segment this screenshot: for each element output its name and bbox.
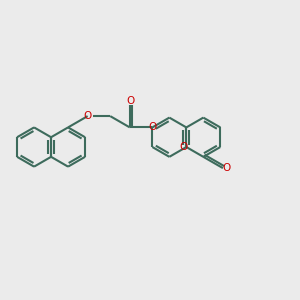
Text: O: O xyxy=(148,122,157,132)
Text: O: O xyxy=(83,111,92,121)
Text: O: O xyxy=(180,142,188,152)
Text: O: O xyxy=(222,163,231,173)
Text: O: O xyxy=(127,96,135,106)
